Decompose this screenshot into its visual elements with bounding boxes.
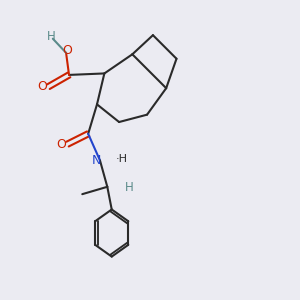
- Text: ·H: ·H: [116, 154, 128, 164]
- Text: O: O: [37, 80, 47, 93]
- Text: H: H: [125, 181, 134, 194]
- Text: N: N: [92, 154, 101, 167]
- Text: O: O: [56, 138, 66, 151]
- Text: O: O: [63, 44, 73, 57]
- Text: H: H: [47, 30, 56, 43]
